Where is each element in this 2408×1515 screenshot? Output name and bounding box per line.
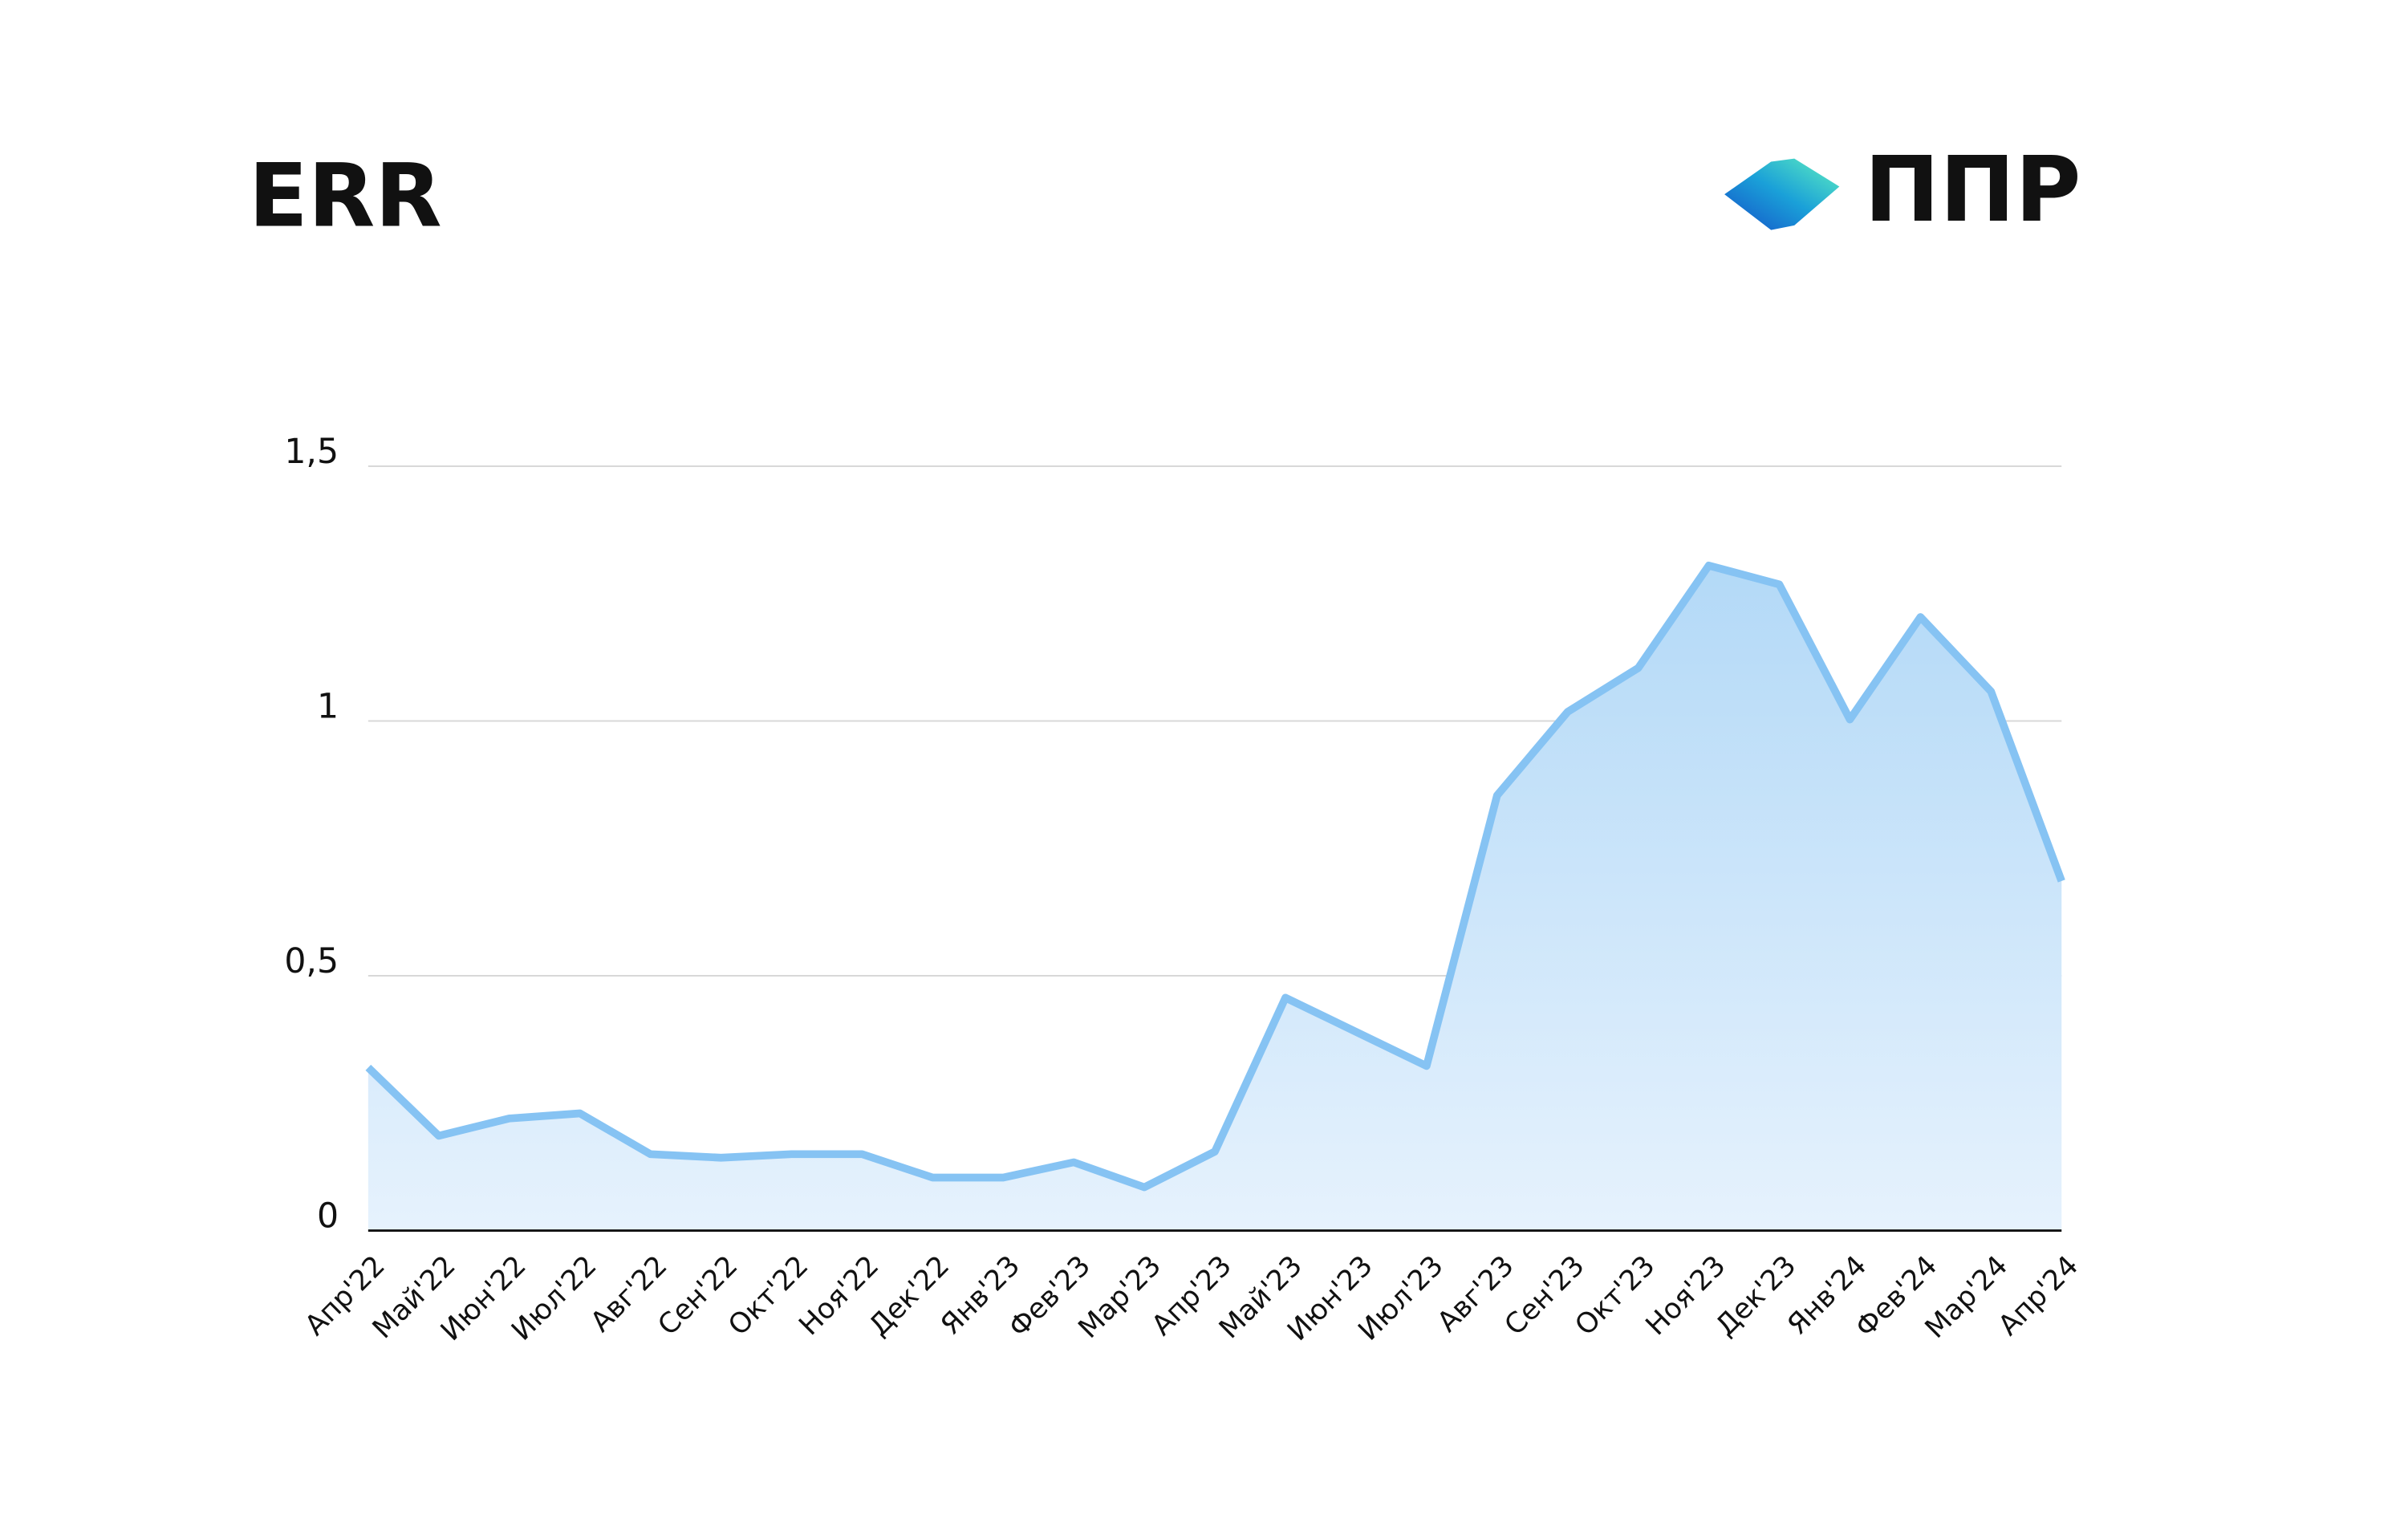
y-tick-label: 0 [317,1196,339,1237]
chart-title: ERR [249,145,442,247]
y-tick-label: 1 [317,687,339,727]
y-tick-label: 1,5 [284,432,339,472]
logo-text: ППР [1864,138,2081,242]
line [365,561,2065,1192]
x-tick-label: Окт'22 [722,1249,814,1342]
y-tick-label: 0,5 [284,941,339,981]
area [367,565,2062,1231]
x-tick-label: Окт'23 [1569,1249,1662,1342]
x-tick-label: Апр'24 [1992,1249,2085,1342]
logo-icon [1724,158,1840,230]
